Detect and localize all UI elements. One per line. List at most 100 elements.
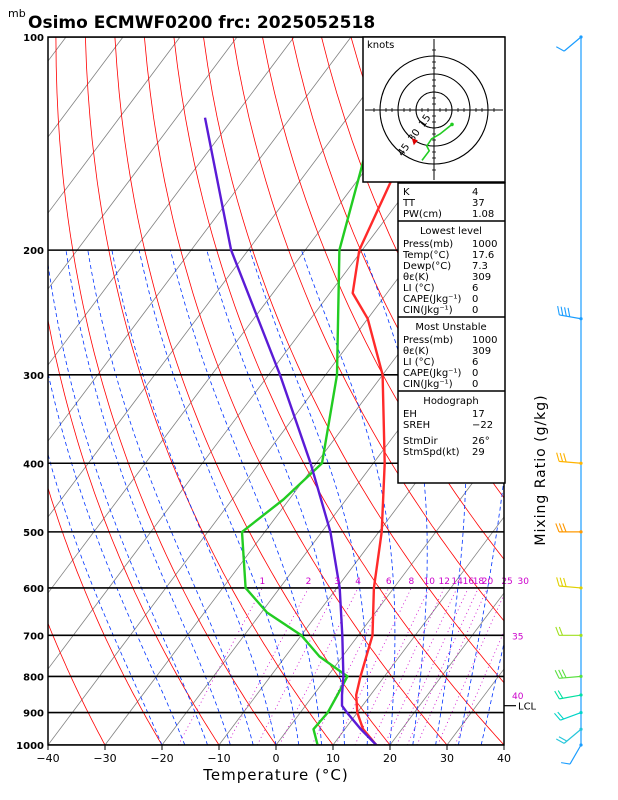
lcl-label: LCL	[518, 702, 537, 713]
stat-value: 0	[472, 368, 478, 379]
dry-adiabat-line	[48, 622, 106, 745]
wind-barb-flag	[557, 305, 560, 316]
moist-adiabat-line	[48, 452, 163, 745]
wind-barb-dot	[579, 633, 583, 637]
stat-value: 309	[472, 272, 491, 283]
stats-heading: Lowest level	[420, 226, 482, 237]
stats-heading: Hodograph	[423, 396, 478, 407]
wind-barb-flag	[556, 738, 565, 744]
wind-barb-shaft	[563, 36, 582, 52]
stats-heading: Most Unstable	[415, 322, 486, 333]
mixing-ratio-label: 18	[473, 577, 485, 587]
pressure-tick-label: 400	[23, 459, 44, 470]
moist-adiabat-line	[48, 261, 208, 745]
temperature-tick-label: −30	[93, 752, 116, 765]
dry-adiabat-line	[203, 37, 504, 684]
wind-barb-shaft	[559, 675, 582, 679]
stat-value: 29	[472, 447, 485, 458]
stat-value: 1000	[472, 239, 497, 250]
wind-barb-flag	[559, 577, 564, 587]
wind-barb-dot	[579, 674, 583, 678]
isotherm-line	[0, 37, 9, 745]
pressure-tick-labels: 100 200 300 400 500 600 700 800 900 1000	[16, 33, 44, 752]
temperature-tick-label: 20	[383, 752, 397, 765]
dry-adiabat-line	[587, 37, 618, 745]
mixing-ratio-line	[178, 587, 263, 745]
wind-barb-dot	[579, 530, 583, 534]
wind-barb-flag	[556, 577, 560, 587]
stat-value: 0	[472, 305, 478, 316]
wind-barb-dot	[579, 586, 583, 590]
stat-label: θε(K)	[403, 272, 429, 283]
isotherm-line	[104, 212, 504, 745]
mixing-ratio-label: 3	[334, 577, 340, 587]
stat-label: SREH	[403, 420, 430, 431]
wind-barb-dot	[579, 743, 583, 747]
wind-barb-flag	[563, 577, 567, 587]
mixing-ratio-label: 10	[424, 577, 436, 587]
temperature-tick-label: −20	[150, 752, 173, 765]
theta-e-label: 35	[512, 632, 523, 642]
dry-adiabat-line	[558, 37, 618, 745]
hodograph-ring	[415, 91, 453, 129]
wind-barbs	[554, 35, 583, 765]
hodograph-start	[450, 122, 454, 127]
stat-label: PW(cm)	[403, 209, 442, 220]
wind-barb-flag	[560, 306, 564, 316]
hodograph-units: knots	[367, 40, 394, 51]
dry-adiabat-line	[528, 37, 618, 745]
wind-barb-flag	[555, 523, 560, 533]
wind-barb-flag	[563, 453, 567, 463]
moist-adiabat-line	[65, 250, 231, 745]
wind-barb-flag	[558, 523, 564, 533]
wind-barb-flag	[558, 669, 564, 679]
moist-adiabat-line	[170, 250, 322, 745]
temperature-tick-label: −10	[207, 752, 230, 765]
stat-value: −22	[472, 420, 493, 431]
dry-adiabat-line	[173, 37, 504, 745]
stat-value: 309	[472, 346, 491, 357]
mixing-ratio-label: 2	[306, 577, 312, 587]
wind-barb-flag	[556, 452, 560, 462]
wind-barb-dot	[579, 461, 583, 465]
isotherm-line	[332, 516, 504, 745]
temperature-tick-label: −40	[36, 752, 59, 765]
stats-table: K 4 TT 37 PW(cm) 1.08 Lowest level Press(mb) 100…	[398, 187, 505, 458]
wind-barb-shaft	[563, 728, 582, 744]
stat-label: CAPE(Jkg⁻¹)	[403, 294, 461, 305]
wind-barb-flag	[567, 307, 571, 317]
temperature-tick-label: 10	[326, 752, 340, 765]
temperature-tick-labels: −40 −30 −20 −10 0 10 20 30 40	[36, 745, 511, 765]
stat-label: CIN(Jkg⁻¹)	[403, 379, 453, 390]
moist-adiabat-line	[87, 250, 254, 745]
isotherm-line	[48, 37, 409, 518]
moist-adiabat-line	[249, 249, 369, 745]
hodograph-trace	[421, 123, 453, 161]
wind-barb-dot	[579, 727, 583, 731]
stat-value: 37	[472, 198, 485, 209]
dewpoint-line	[240, 37, 398, 745]
isobar-lines	[48, 37, 504, 745]
wind-barb-shaft	[559, 460, 582, 464]
wind-barb-flag	[556, 46, 565, 52]
stat-value: 1000	[472, 335, 497, 346]
dry-adiabat-line	[55, 37, 277, 745]
parcel-line	[203, 117, 378, 745]
isotherm-line	[389, 592, 504, 745]
stat-label: Press(mb)	[403, 239, 453, 250]
wind-barb-dot	[579, 693, 583, 697]
wind-barb-shaft	[569, 744, 582, 765]
profile-series	[203, 37, 475, 745]
pressure-tick-label: 200	[23, 246, 44, 257]
wind-barb-dot	[579, 711, 583, 715]
stat-value: 17	[472, 409, 485, 420]
dry-adiabat-line	[48, 318, 220, 745]
mixing-ratio-label: 30	[518, 577, 530, 587]
wind-barb-flag	[558, 736, 568, 742]
x-axis-label: Temperature (°C)	[202, 766, 348, 784]
pressure-tick-label: 600	[23, 584, 44, 595]
mixing-ratio-label: 25	[501, 577, 512, 587]
stat-label: Press(mb)	[403, 335, 453, 346]
moist-adiabat-line	[458, 475, 504, 745]
